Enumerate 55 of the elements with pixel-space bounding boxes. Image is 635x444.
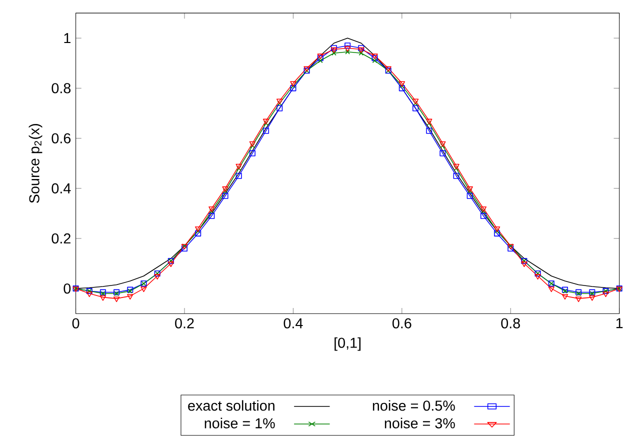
point [494, 230, 500, 236]
point [249, 150, 256, 156]
point [534, 274, 541, 280]
point [602, 291, 609, 297]
y-tick-label: 0 [64, 283, 71, 294]
legend-label: noise = 0.5% [372, 400, 455, 411]
point [398, 85, 405, 92]
point [344, 46, 351, 52]
legend-label: noise = 3% [384, 418, 455, 428]
y-tick-label: 0.8 [52, 83, 71, 94]
point [140, 286, 147, 292]
x-tick-label: 0.6 [392, 318, 412, 328]
y-tick-label: 1 [64, 33, 70, 43]
point [412, 105, 419, 112]
point [480, 212, 486, 219]
point [208, 212, 215, 219]
point [113, 296, 120, 302]
point [222, 192, 228, 199]
x-tick-label: 1 [616, 318, 623, 328]
point [453, 172, 460, 179]
point [100, 295, 106, 301]
x-tick-label: 0 [72, 318, 80, 328]
point [290, 85, 296, 92]
point [344, 42, 351, 49]
legend-label: noise = 1% [204, 418, 275, 428]
x-tick-label: 0.4 [284, 318, 303, 328]
point [345, 49, 350, 54]
point [276, 105, 283, 112]
x-axis-title: [0,1] [334, 337, 361, 351]
point [562, 294, 568, 300]
point [358, 50, 364, 56]
point [426, 128, 432, 134]
point [440, 150, 446, 156]
point [548, 286, 554, 292]
point [575, 296, 582, 302]
y-axis-title: Source p$_{2}$(x) [28, 124, 42, 203]
x-tick-label: 0.8 [501, 318, 520, 328]
x-tick-label: 0.2 [175, 318, 194, 328]
point [168, 261, 174, 267]
point [318, 58, 323, 63]
point [521, 261, 528, 267]
y-tick-label: 0.2 [52, 233, 70, 244]
point [127, 294, 134, 300]
point [466, 192, 473, 199]
point [263, 128, 270, 134]
point [589, 295, 596, 301]
point [154, 274, 160, 280]
point [236, 172, 242, 179]
point [332, 50, 336, 56]
point [195, 230, 202, 236]
y-tick-label: 0.6 [52, 133, 71, 144]
legend-label: exact solution [188, 400, 274, 411]
y-tick-label: 0.4 [52, 183, 71, 194]
point [86, 291, 92, 297]
point [372, 58, 378, 63]
